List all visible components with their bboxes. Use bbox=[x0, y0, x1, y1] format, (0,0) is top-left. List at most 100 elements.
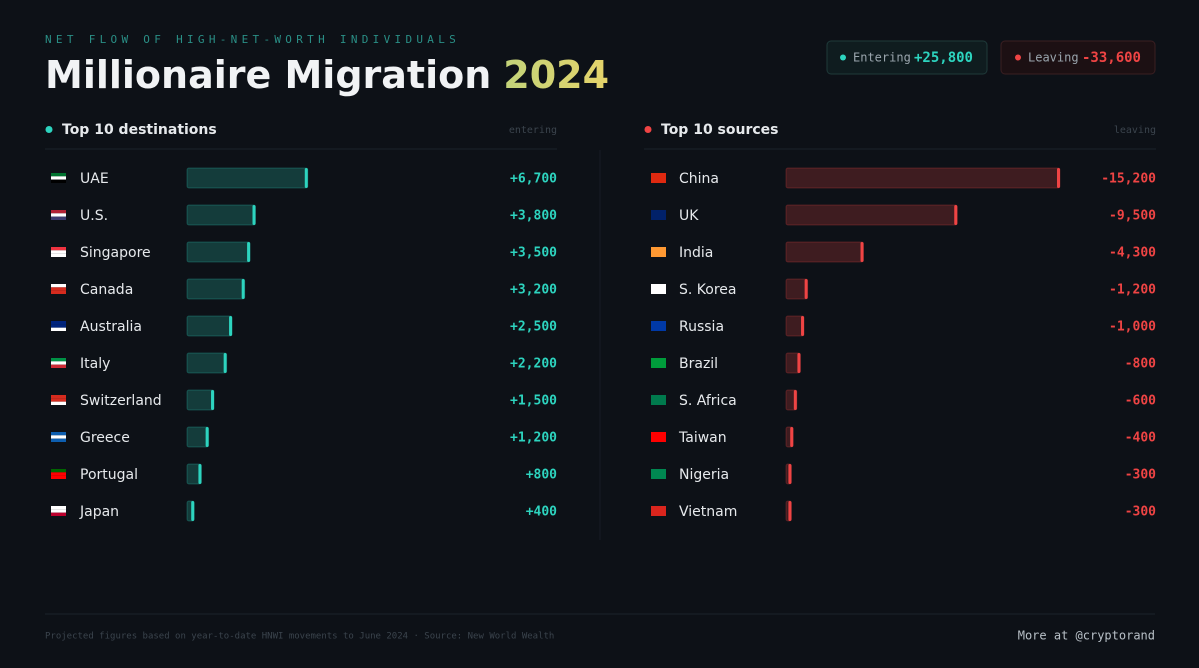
flag bbox=[651, 173, 656, 183]
bar-cap bbox=[788, 501, 792, 521]
bar-cap bbox=[954, 205, 958, 225]
flag bbox=[51, 250, 66, 254]
flag bbox=[661, 210, 666, 220]
bar-cap bbox=[793, 390, 797, 410]
value-label: -300 bbox=[1125, 468, 1156, 483]
bar bbox=[186, 389, 215, 411]
value-label: -800 bbox=[1125, 357, 1156, 372]
flag bbox=[51, 358, 66, 362]
flag bbox=[51, 401, 66, 405]
value-label: +3,800 bbox=[510, 209, 557, 224]
flag bbox=[51, 395, 66, 399]
value-label: -9,500 bbox=[1109, 209, 1156, 224]
flag bbox=[51, 284, 66, 288]
footer-source: Projected figures based on year-to-date … bbox=[45, 632, 554, 642]
badge-value: +25,800 bbox=[914, 50, 973, 66]
panel-dot bbox=[45, 126, 53, 133]
value-label: -600 bbox=[1125, 394, 1156, 409]
bar-cap bbox=[790, 427, 794, 447]
bar bbox=[186, 352, 228, 374]
category-label: Greece bbox=[80, 430, 130, 446]
value-label: -1,200 bbox=[1109, 283, 1156, 298]
bar-cap bbox=[247, 242, 251, 262]
flag bbox=[51, 176, 66, 180]
value-label: +3,500 bbox=[510, 246, 557, 261]
bar-cap bbox=[252, 205, 256, 225]
flag bbox=[656, 432, 661, 442]
value-label: -300 bbox=[1125, 505, 1156, 520]
flag bbox=[656, 210, 661, 220]
category-label: UK bbox=[679, 208, 699, 224]
title-main: Millionaire Migration bbox=[45, 53, 491, 97]
flag bbox=[51, 324, 66, 328]
flag bbox=[51, 361, 66, 365]
flag bbox=[651, 432, 656, 442]
bar-cap bbox=[860, 242, 864, 262]
bar bbox=[785, 278, 809, 300]
bar-cap bbox=[788, 464, 792, 484]
value-label: +400 bbox=[526, 505, 557, 520]
flag bbox=[661, 432, 666, 442]
value-label: +2,200 bbox=[510, 357, 557, 372]
category-label: Taiwan bbox=[678, 430, 727, 446]
category-label: India bbox=[679, 245, 713, 261]
flag bbox=[661, 358, 666, 368]
value-label: +1,500 bbox=[510, 394, 557, 409]
value-label: +1,200 bbox=[510, 431, 557, 446]
flag bbox=[51, 210, 66, 214]
flag bbox=[661, 284, 666, 294]
category-label: Nigeria bbox=[679, 467, 729, 483]
bar-cap bbox=[241, 279, 245, 299]
value-label: +800 bbox=[526, 468, 557, 483]
flag bbox=[51, 173, 66, 177]
flag bbox=[661, 173, 666, 183]
flag bbox=[51, 290, 66, 294]
flag bbox=[51, 247, 66, 251]
title-year: 2024 bbox=[503, 53, 609, 97]
flag bbox=[661, 247, 666, 257]
flag bbox=[51, 287, 66, 291]
category-label: Singapore bbox=[80, 245, 151, 261]
bar bbox=[186, 167, 309, 189]
bar-cap bbox=[804, 279, 808, 299]
panel-note: entering bbox=[509, 125, 557, 136]
flag bbox=[651, 321, 656, 331]
flag bbox=[51, 213, 66, 217]
flag bbox=[51, 364, 66, 368]
flag bbox=[656, 247, 661, 257]
flag bbox=[51, 253, 66, 257]
badge-value: -33,600 bbox=[1082, 50, 1141, 66]
bar-cap bbox=[205, 427, 209, 447]
total-badge bbox=[1000, 40, 1156, 75]
bar-cap bbox=[198, 464, 202, 484]
bar bbox=[785, 204, 958, 226]
bar-cap bbox=[229, 316, 233, 336]
category-label: Italy bbox=[80, 356, 110, 372]
panel-title: Top 10 destinations bbox=[62, 122, 217, 138]
flag bbox=[51, 512, 66, 516]
category-label: Japan bbox=[79, 504, 119, 520]
flag bbox=[656, 395, 661, 405]
value-label: -15,200 bbox=[1101, 172, 1156, 187]
bar bbox=[186, 204, 256, 226]
flag bbox=[51, 469, 66, 473]
bar bbox=[785, 167, 1061, 189]
flag bbox=[51, 179, 66, 183]
flag bbox=[51, 398, 66, 402]
flag bbox=[651, 506, 656, 516]
title: Millionaire Migration 2024 bbox=[45, 53, 609, 97]
flag bbox=[51, 216, 66, 220]
flag bbox=[656, 358, 661, 368]
category-label: Switzerland bbox=[80, 393, 162, 409]
value-label: -1,000 bbox=[1109, 320, 1156, 335]
category-label: Portugal bbox=[80, 467, 138, 483]
flag bbox=[651, 358, 656, 368]
category-label: S. Korea bbox=[679, 282, 736, 298]
flag bbox=[661, 321, 666, 331]
flag bbox=[651, 469, 656, 479]
bar bbox=[785, 241, 865, 263]
flag bbox=[51, 438, 66, 442]
flag bbox=[51, 475, 66, 479]
category-label: UAE bbox=[80, 171, 109, 187]
